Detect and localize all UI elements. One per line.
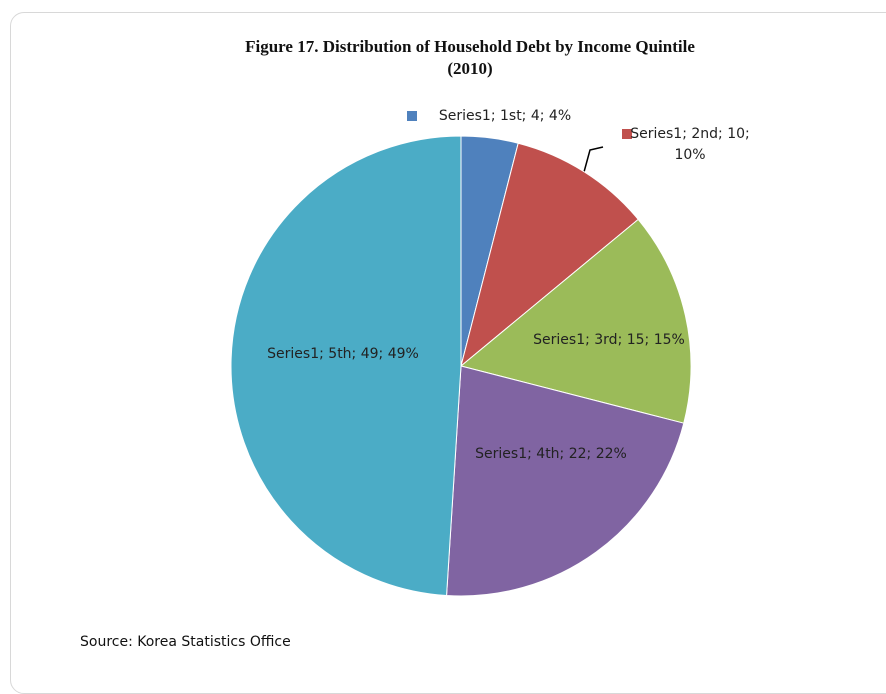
data-label: Series1; 5th; 49; 49% — [267, 346, 419, 362]
data-label: Series1; 3rd; 15; 15% — [533, 332, 685, 348]
pie-slice — [459, 218, 692, 424]
label-key — [622, 129, 632, 139]
data-label: Series1; 2nd; 10; 10% — [630, 126, 750, 163]
pie-slice — [230, 135, 462, 597]
data-label: Series1; 1st; 4; 4% — [438, 108, 572, 124]
label-key — [407, 111, 417, 121]
page: Figure 17. Distribution of Household Deb… — [10, 12, 886, 694]
chart — [230, 111, 692, 597]
pie-slice — [446, 365, 685, 597]
leader-line — [583, 146, 604, 173]
source-note: Source: Korea Statistics Office — [80, 634, 291, 650]
pie-slice — [460, 142, 639, 368]
data-label: Series1; 4th; 22; 22% — [475, 446, 627, 462]
chart-title: Figure 17. Distribution of Household Deb… — [245, 37, 695, 78]
